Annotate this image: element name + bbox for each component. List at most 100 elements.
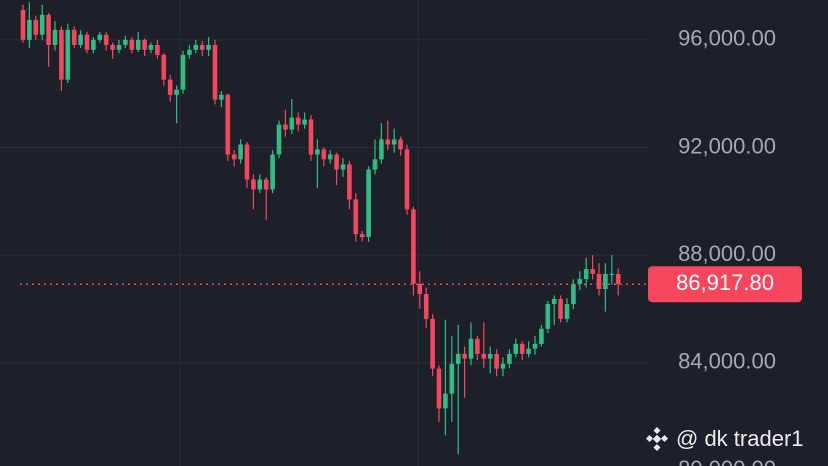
last-price-label: 86,917.80 (676, 270, 774, 295)
candle-body (558, 298, 563, 319)
candle-body (500, 363, 506, 369)
candle-body (174, 89, 179, 95)
candle-body (103, 34, 109, 45)
candle-body (27, 19, 32, 40)
candle-body (430, 318, 435, 369)
candle-body (270, 154, 275, 190)
candle-body (372, 159, 378, 170)
candle-body (443, 393, 448, 409)
candle-body (180, 54, 186, 90)
candle-body (129, 39, 135, 50)
candle-body (532, 343, 538, 349)
candles (20, 2, 621, 455)
candle-body (46, 14, 51, 45)
candle-body (289, 117, 295, 130)
candle-body (161, 54, 167, 80)
candle-body (193, 44, 199, 50)
candle-body (577, 279, 583, 284)
candle-body (315, 149, 320, 155)
candle-body (334, 154, 339, 170)
candle-body (238, 144, 243, 160)
candle-body (423, 294, 429, 319)
candle-body (596, 273, 602, 290)
candle-body (251, 179, 256, 190)
candle-body (366, 169, 371, 238)
candle-body (603, 273, 608, 290)
candle-body (199, 44, 205, 50)
candle-body (155, 44, 160, 55)
candle-body (110, 44, 115, 50)
candle-body (244, 144, 250, 180)
candle-body (359, 234, 365, 238)
candle-body (475, 338, 480, 354)
candle-body (142, 39, 147, 50)
y-tick-label: 88,000.00 (678, 241, 776, 266)
candle-body (526, 348, 531, 354)
candle-body (494, 353, 499, 369)
candle-body (84, 34, 90, 50)
candle-body (123, 39, 128, 45)
candle-body (347, 164, 352, 200)
candle-body (398, 139, 403, 150)
candle-body (513, 343, 519, 354)
candle-body (231, 154, 237, 160)
candle-body (411, 209, 416, 284)
candle-body (212, 44, 218, 100)
price-axis: 96,000.00 92,000.00 88,000.00 84,000.00 80,0… (20, 26, 802, 466)
candle-body (385, 139, 391, 145)
y-tick-label: 96,000.00 (678, 26, 776, 51)
candle-body (609, 273, 615, 275)
candle-body (33, 19, 39, 35)
candle-body (391, 139, 397, 145)
candle-body (551, 298, 557, 305)
candle-body (257, 179, 263, 190)
candle-body (295, 117, 301, 125)
last-price-tag (648, 266, 802, 303)
candle-body (167, 79, 173, 95)
candle-body (436, 368, 442, 409)
candle-body (519, 343, 525, 354)
candle-body (65, 29, 71, 80)
candle-body (91, 39, 96, 50)
candle-body (340, 164, 346, 170)
candle-body (449, 363, 455, 394)
candle-body (615, 273, 621, 285)
candle-body (135, 39, 141, 50)
candle-body (283, 124, 288, 130)
candle-body (225, 94, 231, 155)
y-tick-label: 84,000.00 (678, 349, 776, 374)
candle-body (404, 149, 410, 210)
candle-body (583, 269, 589, 280)
candle-body (308, 119, 314, 155)
candle-body (507, 353, 512, 364)
candle-body (116, 44, 122, 50)
candle-body (571, 283, 576, 305)
candle-body (545, 304, 551, 329)
candle-body (353, 199, 359, 235)
candle-body (321, 149, 327, 160)
candle-body (97, 34, 103, 40)
candle-body (187, 49, 192, 55)
candle-body (219, 94, 224, 100)
candle-body (468, 338, 474, 359)
candle-body (564, 304, 570, 319)
candle-body (327, 154, 333, 160)
watermark-text: @ dk trader1 (676, 426, 804, 451)
candle-body (379, 139, 384, 160)
y-tick-label: 80,000.00 (678, 456, 776, 466)
candle-body (263, 179, 269, 190)
candle-body (39, 14, 45, 35)
candle-body (52, 29, 58, 45)
candle-body (455, 353, 461, 364)
candle-body (417, 283, 423, 295)
candle-body (59, 29, 64, 80)
y-tick-label: 92,000.00 (678, 133, 776, 158)
candle-body (462, 353, 467, 359)
candle-body (302, 119, 307, 125)
candle-body (71, 29, 77, 45)
candle-body (276, 124, 282, 155)
candle-body (487, 353, 493, 359)
candle-body (148, 44, 154, 50)
candle-body (539, 328, 544, 344)
